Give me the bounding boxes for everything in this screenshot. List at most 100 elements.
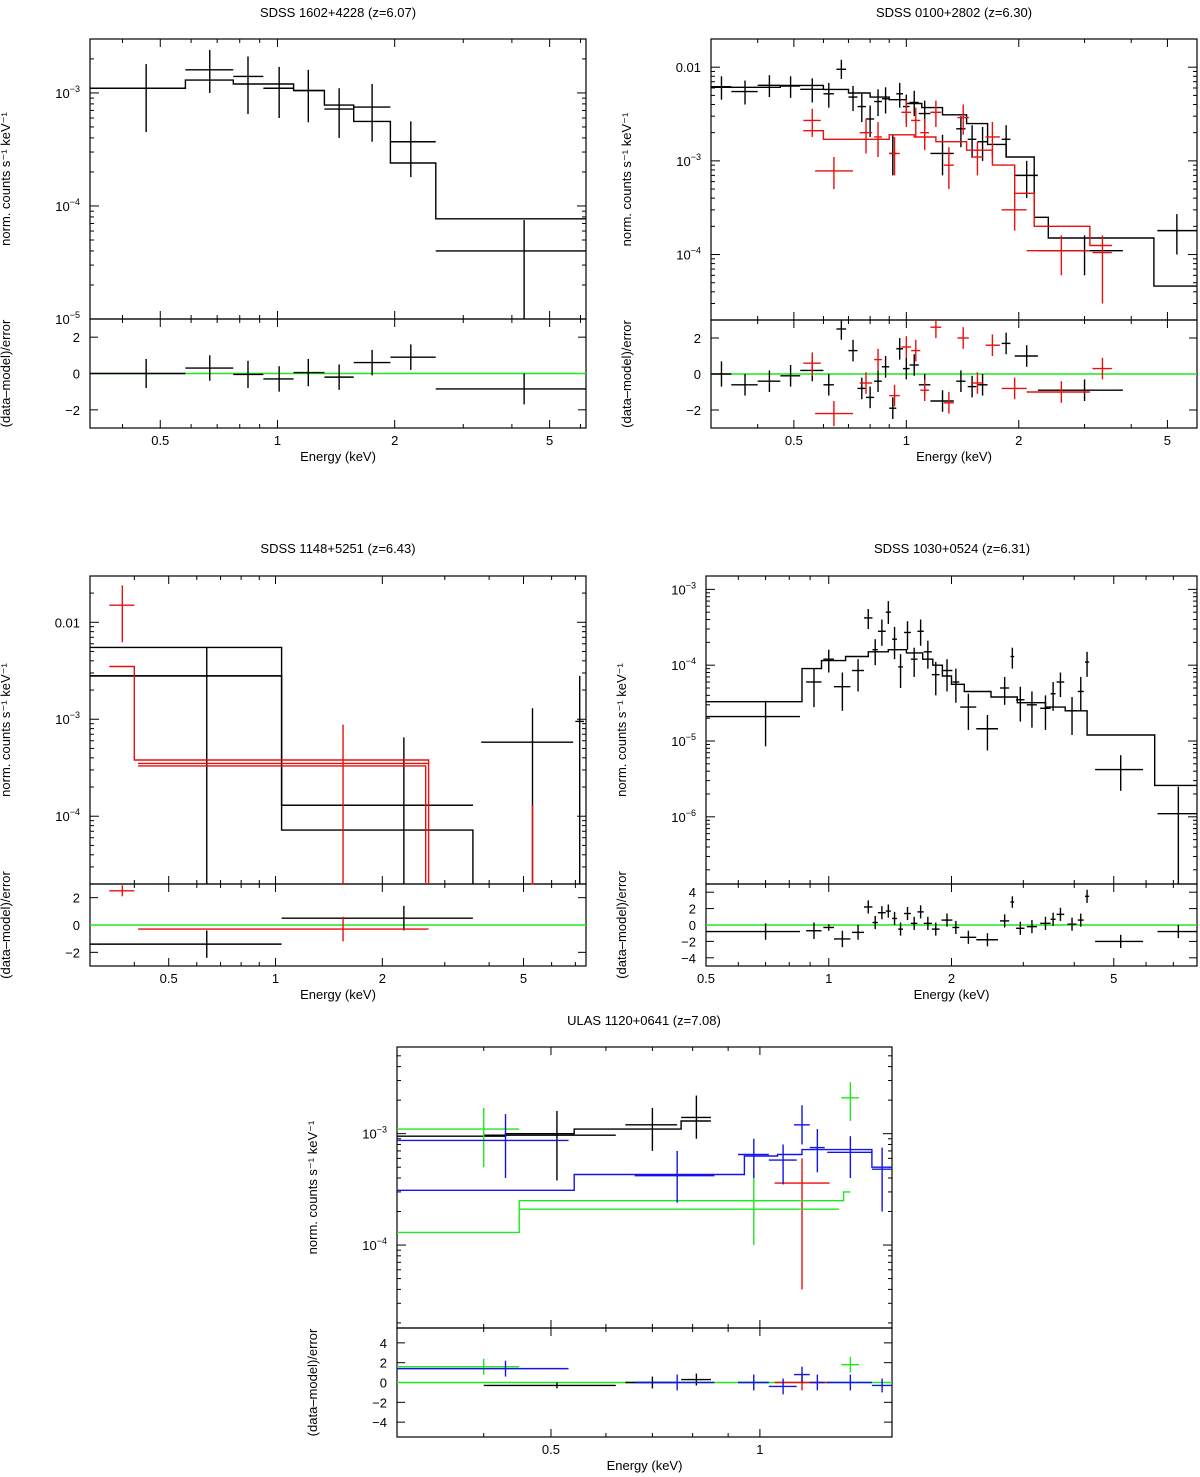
data-point [967,125,977,157]
data-point [575,675,584,884]
data-point [1037,235,1123,276]
spectrum-frame [710,38,1198,321]
y-axis-label: norm. counts s⁻¹ keV⁻¹ [614,663,629,797]
data-point [898,654,903,688]
y-tick-label: 10−4 [676,246,701,263]
data-point [871,1147,892,1212]
residual-point [851,925,864,940]
residual-point [1084,889,1090,903]
residual-point [757,370,781,392]
residual-point [866,386,875,409]
x-tick-label: 2 [948,971,955,986]
residual-point [903,357,910,380]
residual-point [1037,379,1123,401]
data-point [910,647,918,677]
residual-point [806,922,822,939]
residual-point [281,905,473,931]
residual-point [794,1366,810,1383]
y-tick-label: 10−3 [362,1125,387,1142]
y-tick-label: 10−6 [671,808,696,825]
series-black [706,601,1197,948]
data-point [943,147,954,190]
residual-tick-label: −2 [372,1395,387,1410]
data-point [1040,695,1051,730]
series-black [711,59,1197,419]
y-tick-label: 10−4 [55,197,80,214]
residual-point [841,1356,860,1373]
data-point [952,668,960,703]
residual-point [780,365,801,387]
series-green [397,1082,860,1391]
data-point [874,89,882,117]
x-tick-label: 1 [903,433,910,448]
x-tick-label: 0.5 [151,433,169,448]
data-point [185,49,234,93]
residual-point [90,358,186,389]
residual-point [848,339,858,362]
data-point [263,66,294,119]
model-curve [397,1191,851,1234]
residual-point [397,1358,520,1375]
residual-point [809,1374,825,1391]
residual-point [999,914,1010,928]
residual-point [956,370,966,392]
residual-tick-label: 4 [380,1336,387,1351]
residual-point [823,374,834,396]
residual-point [881,356,890,378]
residual-axis-label: (data–model)/error [619,320,634,428]
panel-title: SDSS 1148+5251 (z=6.43) [260,541,415,556]
data-point [281,737,473,884]
data-point [768,1144,797,1185]
data-point [390,121,436,178]
data-point [1077,676,1084,711]
x-tick-label: 2 [379,971,386,986]
data-point [706,700,800,747]
residual-tick-label: −2 [681,934,696,949]
residual-point [859,372,873,394]
y-axis-label: norm. counts s⁻¹ keV⁻¹ [0,112,13,246]
panel-title: SDSS 0100+2802 (z=6.30) [876,5,1032,20]
residual-tick-label: −4 [681,951,696,966]
residual-point [823,924,834,931]
data-point [1050,681,1056,711]
y-tick-label: 10−4 [55,807,80,824]
residual-tick-label: 0 [73,918,80,933]
residual-tick-label: 2 [73,330,80,345]
residual-point [871,1378,892,1393]
data-point [930,100,942,127]
residual-point [1077,913,1084,927]
residual-tick-label: 2 [73,891,80,906]
x-tick-label: 5 [1164,433,1171,448]
residual-point [952,920,960,935]
model-curve [90,79,586,220]
x-tick-label: 0.5 [785,433,803,448]
residual-point [1014,345,1038,367]
data-point [794,1105,810,1145]
residual-point [930,390,954,412]
model-curve [711,84,1197,287]
residual-point [815,401,854,427]
residual-point [435,373,586,405]
model-curve [803,129,1112,247]
residual-point [931,922,940,936]
x-axis-label: Energy (keV) [914,987,990,1002]
data-point [1014,160,1038,199]
residual-point [293,358,325,387]
data-point [324,88,354,138]
y-tick-label: 10−3 [676,152,701,169]
residual-point [910,916,918,930]
data-point [435,220,586,319]
data-point [90,64,186,133]
residual-tick-label: −4 [372,1415,387,1430]
data-point [892,626,897,660]
data-point [923,640,932,669]
residual-tick-label: 0 [689,918,696,933]
y-axis-label: norm. counts s⁻¹ keV⁻¹ [619,112,634,246]
data-point [531,805,534,885]
x-tick-label: 5 [546,433,553,448]
residual-point [263,366,294,392]
data-point [901,99,912,127]
model-curve-secondary [90,675,474,884]
data-point [957,104,969,135]
residual-point [1056,907,1065,921]
